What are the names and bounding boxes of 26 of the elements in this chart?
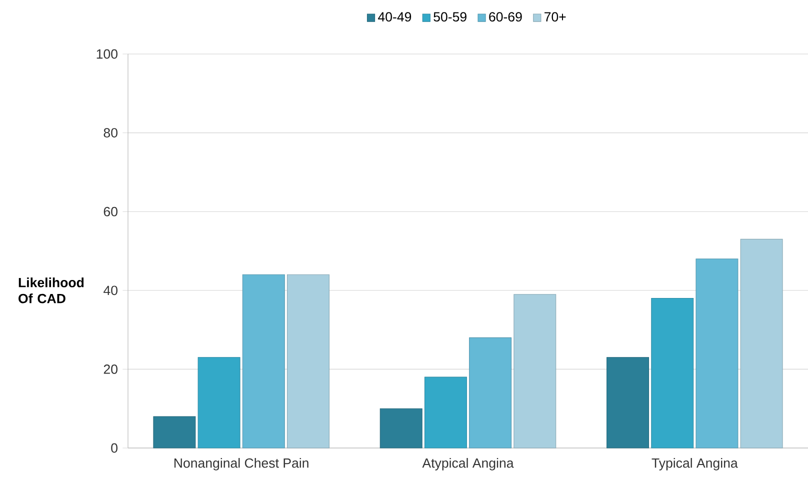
legend-label: 70+ xyxy=(544,12,566,22)
bar xyxy=(424,376,467,448)
x-tick-label: Atypical Angina xyxy=(422,458,514,470)
bar xyxy=(696,258,738,448)
bar xyxy=(740,238,783,448)
x-tick-label: Nonanginal Chest Pain xyxy=(174,458,308,470)
y-tick-label: 0 xyxy=(111,443,118,453)
bar xyxy=(651,298,694,448)
x-tick-label: Typical Angina xyxy=(652,458,738,470)
bar xyxy=(380,408,422,448)
y-tick-label: 80 xyxy=(104,128,118,138)
y-axis-title: Likelihood Of CAD xyxy=(18,278,84,304)
y-tick-label: 40 xyxy=(104,286,118,296)
bar xyxy=(514,294,556,448)
legend-label: 60-69 xyxy=(489,12,522,22)
legend-label: 50-59 xyxy=(434,12,466,22)
bar xyxy=(153,416,196,448)
bar xyxy=(242,274,285,448)
bar xyxy=(606,357,650,448)
bar xyxy=(286,274,330,448)
bar xyxy=(198,357,240,448)
y-tick-label: 60 xyxy=(104,206,118,216)
bar xyxy=(469,337,512,448)
legend-label: 40-49 xyxy=(378,12,412,22)
y-tick-label: 100 xyxy=(96,49,118,59)
y-tick-label: 20 xyxy=(104,364,118,374)
